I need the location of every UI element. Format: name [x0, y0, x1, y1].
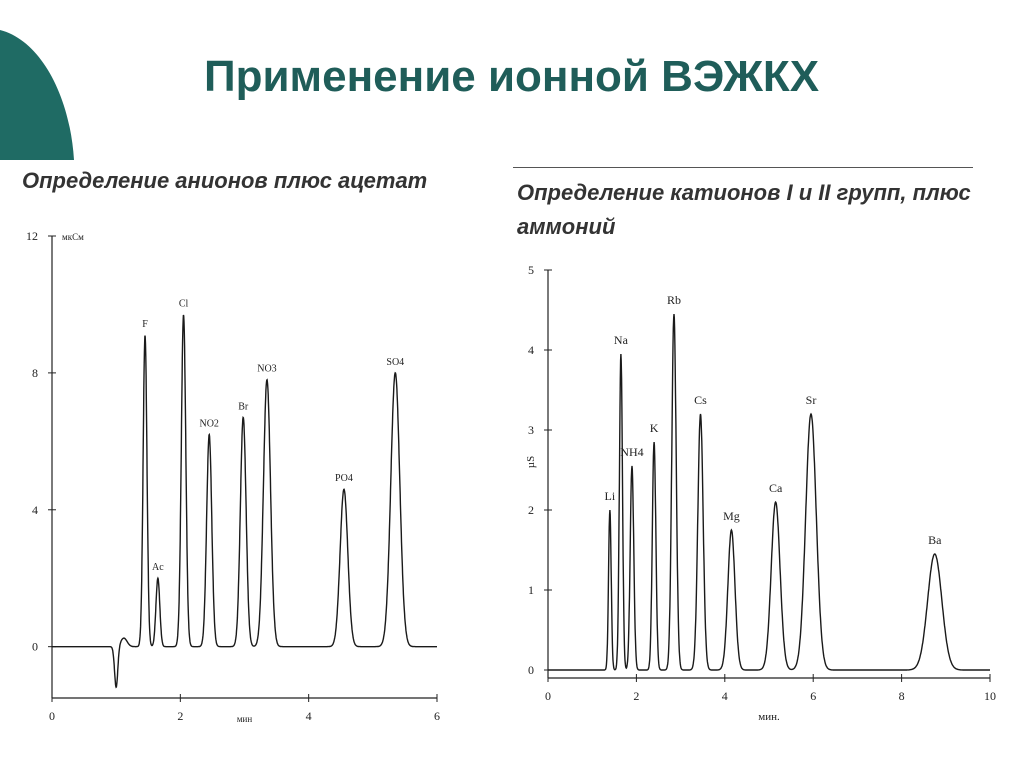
anion-x-tick-label: 6 — [434, 709, 440, 723]
anion-y-tick-label: 8 — [32, 366, 38, 380]
cation-chart-title: Определение катионов I и II групп, плюс … — [517, 180, 971, 239]
cation-y-tick-label: 1 — [528, 583, 534, 597]
anion-peak-label: Cl — [179, 299, 189, 310]
cation-peak-label: Ba — [928, 533, 942, 547]
slide-title: Применение ионной ВЭЖКХ — [204, 52, 820, 101]
anion-y-tick-label: 0 — [32, 640, 38, 654]
cation-peak-label: Rb — [667, 293, 681, 307]
cation-x-tick-label: 4 — [722, 689, 728, 703]
anion-peak-label: Ac — [152, 562, 164, 573]
anion-peak-label: F — [142, 319, 148, 330]
cation-x-tick-label: 6 — [810, 689, 816, 703]
anion-x-tick-label: 0 — [49, 709, 55, 723]
cation-peak-label: Na — [614, 333, 629, 347]
cation-x-tick-label: 10 — [984, 689, 996, 703]
cation-peak-label: Ca — [769, 481, 783, 495]
cation-x-tick-label: 0 — [545, 689, 551, 703]
anion-peak-label: NO2 — [199, 418, 218, 429]
cation-signal-trace — [548, 313, 990, 671]
anion-x-tick-label: 4 — [306, 709, 312, 723]
anion-peak-label: PO4 — [335, 473, 353, 484]
cation-y-tick-label: 0 — [528, 663, 534, 677]
anion-x-axis-label: мин — [237, 714, 253, 724]
cation-y-tick-label: 2 — [528, 503, 534, 517]
divider-line — [513, 167, 973, 168]
cation-peak-label: Mg — [723, 509, 740, 523]
anion-peak-label: Br — [238, 401, 249, 412]
anion-x-tick-label: 2 — [177, 709, 183, 723]
cation-peak-label: K — [650, 421, 659, 435]
anion-y-tick-label: 4 — [32, 503, 38, 517]
cation-peak-label: Li — [605, 489, 616, 503]
cation-peak-label: NH4 — [620, 445, 643, 459]
cation-x-tick-label: 2 — [633, 689, 639, 703]
corner-accent-shape — [0, 0, 74, 160]
anion-peak-label: SO4 — [386, 357, 404, 368]
anion-y-tick-label: 12 — [26, 229, 38, 243]
anion-chart-title: Определение анионов плюс ацетат — [22, 168, 428, 193]
cation-y-tick-label: 4 — [528, 343, 534, 357]
cation-x-tick-label: 8 — [899, 689, 905, 703]
cation-peak-label: Cs — [694, 393, 707, 407]
cation-y-axis-label: µS — [525, 456, 537, 468]
cation-x-axis-label: мин. — [758, 711, 780, 723]
anion-y-axis-label: мкСм — [62, 232, 84, 242]
anion-peak-label: NO3 — [257, 364, 276, 375]
cation-y-tick-label: 3 — [528, 423, 534, 437]
cation-y-tick-label: 5 — [528, 263, 534, 277]
anion-signal-trace — [52, 314, 437, 689]
cation-peak-label: Sr — [806, 393, 817, 407]
